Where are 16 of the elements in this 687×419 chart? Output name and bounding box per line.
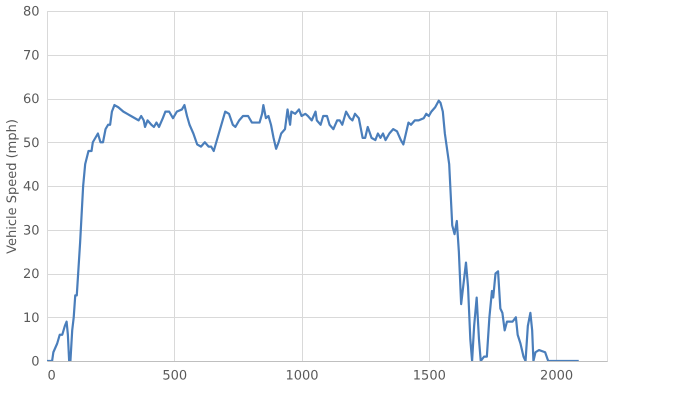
y-tick-label: 80 bbox=[22, 4, 40, 20]
x-tick-label: 2000 bbox=[540, 368, 574, 384]
y-tick-label: 10 bbox=[22, 310, 40, 326]
y-tick-label: 30 bbox=[22, 223, 40, 238]
y-tick-label: 40 bbox=[22, 180, 40, 194]
y-axis-title: Vehicle Speed (mph) bbox=[4, 119, 20, 254]
y-tick-label: 50 bbox=[22, 136, 40, 151]
y-tick-label: 20 bbox=[22, 267, 40, 282]
y-tick-label: 60 bbox=[22, 92, 40, 107]
x-tick-label: 1500 bbox=[412, 368, 446, 384]
line-series bbox=[47, 100, 580, 361]
y-tick-label: 70 bbox=[22, 48, 40, 64]
x-tick-label: 1000 bbox=[286, 368, 319, 384]
y-tick-label: 0 bbox=[31, 354, 40, 370]
x-tick-label: 0 bbox=[48, 368, 56, 384]
x-tick-label: 500 bbox=[162, 368, 188, 384]
